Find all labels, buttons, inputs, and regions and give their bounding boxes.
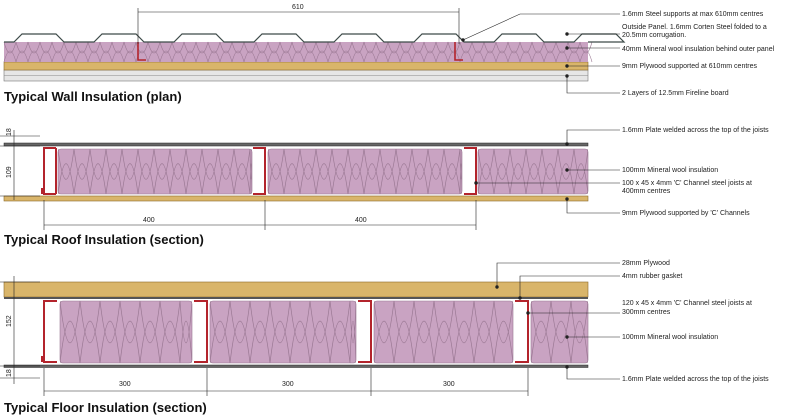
floor-dim-300-c: 300 xyxy=(443,381,455,388)
roof-c-channel-joists xyxy=(41,147,477,195)
floor-mineral-wool xyxy=(59,300,589,364)
roof-note-centres: 400mm centres xyxy=(622,188,671,195)
floor-dim-300-b: 300 xyxy=(282,381,294,388)
roof-dim-18: 18 xyxy=(6,128,13,136)
wall-note-fireline: 2 Layers of 12.5mm Fireline board xyxy=(622,90,729,97)
roof-dim-400-a: 400 xyxy=(143,217,155,224)
roof-mineral-wool xyxy=(57,148,589,195)
floor-note-bottom-plate: 1.6mm Plate welded across the top of the… xyxy=(622,376,769,383)
roof-note-plywood: 9mm Plywood supported by 'C' Channels xyxy=(622,210,750,217)
wall-note-plywood: 9mm Plywood supported at 610mm centres xyxy=(622,63,758,70)
floor-dim-300-a: 300 xyxy=(119,381,131,388)
wall-detail: 610 1.6mm Steel supports at max 610mm ce… xyxy=(3,4,775,104)
roof-vertical-dims xyxy=(0,130,40,200)
roof-dim-109: 109 xyxy=(6,166,13,178)
floor-note-c-channel: 120 x 45 x 4mm 'C' Channel steel joists … xyxy=(622,300,752,307)
floor-dim-18: 18 xyxy=(6,369,13,377)
roof-dim-400-b: 400 xyxy=(355,217,367,224)
roof-plywood xyxy=(3,195,589,202)
roof-horizontal-dims xyxy=(43,200,477,230)
corten-outer-panel xyxy=(4,33,626,43)
floor-leaders xyxy=(495,262,620,380)
roof-title: Typical Roof Insulation (section) xyxy=(4,232,204,247)
wall-dimension-610 xyxy=(137,8,460,44)
roof-detail: 18 109 400 400 1.6mm Plate welded across… xyxy=(0,127,769,247)
floor-vertical-dims xyxy=(0,276,40,384)
floor-plywood xyxy=(3,281,589,298)
wall-note-corrugation: 20.5mm corrugation. xyxy=(622,32,686,39)
floor-note-mineral-wool: 100mm Mineral wool insulation xyxy=(622,334,718,341)
wall-steel-supports xyxy=(137,42,463,61)
floor-title: Typical Floor Insulation (section) xyxy=(4,400,207,415)
floor-note-plywood: 28mm Plywood xyxy=(622,260,670,267)
roof-note-c-channel: 100 x 45 x 4mm 'C' Channel steel joists … xyxy=(622,180,752,187)
wall-title: Typical Wall Insulation (plan) xyxy=(4,89,182,104)
floor-rubber-gasket xyxy=(4,297,588,299)
wall-note-steel-supports: 1.6mm Steel supports at max 610mm centre… xyxy=(622,11,764,18)
floor-detail: 152 18 300 300 300 28mm Plywood 4mm rubb… xyxy=(0,260,769,415)
floor-c-channel-joists xyxy=(41,300,529,363)
roof-leaders xyxy=(474,129,620,214)
floor-bottom-plate xyxy=(3,364,589,368)
roof-top-plate xyxy=(3,142,589,147)
dim-610: 610 xyxy=(292,4,304,11)
roof-note-mineral-wool: 100mm Mineral wool insulation xyxy=(622,167,718,174)
wall-note-outer-panel: Outside Panel. 1.6mm Corten Steel folded… xyxy=(622,24,767,31)
roof-note-top-plate: 1.6mm Plate welded across the top of the… xyxy=(622,127,769,134)
wall-plywood xyxy=(3,61,589,71)
wall-note-mineral-wool: 40mm Mineral wool insulation behind oute… xyxy=(622,46,775,53)
floor-note-gasket: 4mm rubber gasket xyxy=(622,273,682,280)
wall-wool-pattern xyxy=(3,41,593,63)
floor-horizontal-dims xyxy=(43,368,529,396)
floor-note-centres: 300mm centres xyxy=(622,309,671,316)
wall-leaders xyxy=(461,13,620,94)
floor-dim-152: 152 xyxy=(6,315,13,327)
